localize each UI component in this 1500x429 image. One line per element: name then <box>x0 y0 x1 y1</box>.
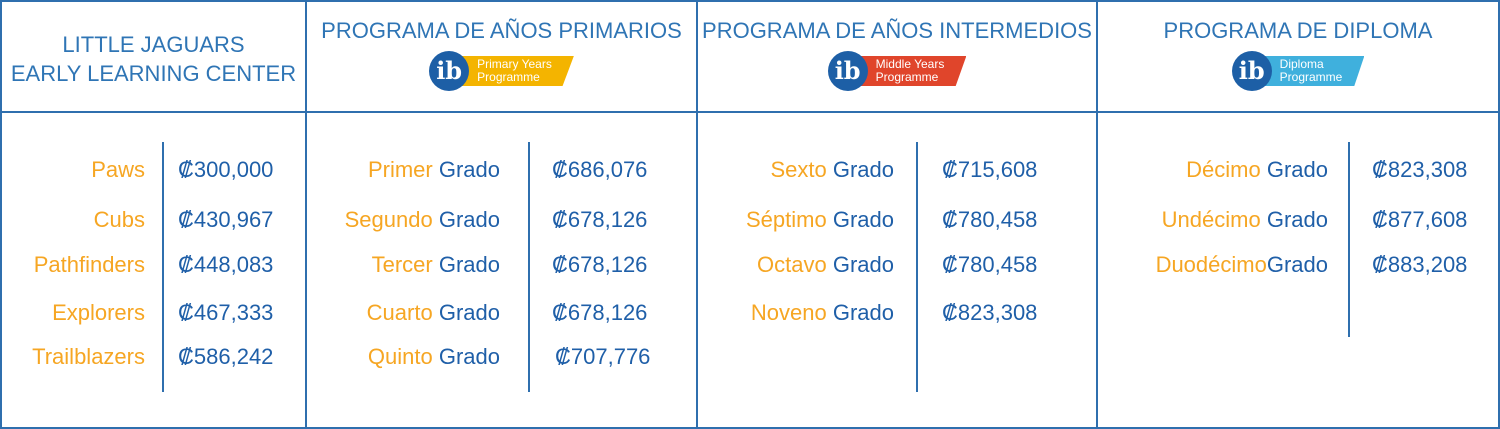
price: ₡678,126 <box>552 207 648 232</box>
level-name: Trailblazers <box>32 344 145 369</box>
grade-label: Sexto Grado <box>702 157 894 183</box>
grado-word: Grado <box>438 252 500 277</box>
grade-label: Séptimo Grado <box>702 207 894 233</box>
header-title: PROGRAMA DE AÑOS PRIMARIOS <box>321 18 682 43</box>
grade-name: Sexto <box>770 157 827 182</box>
price: ₡780,458 <box>942 252 1038 277</box>
ib-pyp-logo: ib Primary Years Programme <box>429 51 574 91</box>
logo-text-1: Middle Years <box>875 57 945 71</box>
column-divider <box>696 2 698 427</box>
price: ₡448,083 <box>178 252 274 277</box>
price: ₡678,126 <box>552 300 648 325</box>
grade-label: Segundo Grado <box>308 207 500 233</box>
grade-name: Duodécimo <box>1155 252 1267 277</box>
level-name: Paws <box>91 157 145 182</box>
header-early-learning: LITTLE JAGUARS EARLY LEARNING CENTER <box>2 2 305 111</box>
grade-name: Cuarto <box>366 300 433 325</box>
price-separator <box>916 142 918 392</box>
grado-word: Grado <box>438 300 500 325</box>
ib-myp-logo: ib Middle Years Programme <box>827 51 967 91</box>
grado-word: Grado <box>438 207 500 232</box>
price: ₡586,242 <box>178 344 274 369</box>
grado-word: Grado <box>1266 207 1328 232</box>
price-separator <box>528 142 530 392</box>
ib-logo-icon: ib <box>429 51 470 91</box>
price: ₡823,308 <box>942 300 1038 325</box>
grade-name: Décimo <box>1186 157 1261 182</box>
logo-banner: Middle Years Programme <box>859 56 967 86</box>
price: ₡823,308 <box>1372 157 1468 182</box>
ib-dp-logo: ib Diploma Programme <box>1231 51 1365 91</box>
level-name: Explorers <box>52 300 145 325</box>
grade-name: Noveno <box>750 300 827 325</box>
grade-name: Séptimo <box>746 207 827 232</box>
grade-label: Undécimo Grado <box>1102 207 1328 233</box>
price: ₡707,776 <box>555 344 651 369</box>
price: ₡883,208 <box>1372 252 1468 277</box>
grade-label: Octavo Grado <box>702 252 894 278</box>
price: ₡715,608 <box>942 157 1038 182</box>
price: ₡686,076 <box>552 157 648 182</box>
grado-word: Grado <box>832 157 894 182</box>
ib-logo-icon: ib <box>827 51 868 91</box>
logo-text-1: Diploma <box>1279 57 1324 71</box>
grade-name: Segundo <box>344 207 433 232</box>
header-divider <box>2 111 1498 113</box>
column-divider <box>1096 2 1098 427</box>
grade-name: Primer <box>367 157 433 182</box>
header-line-1: LITTLE JAGUARS <box>62 32 245 57</box>
grade-label: Décimo Grado <box>1102 157 1328 183</box>
grade-label: Noveno Grado <box>702 300 894 326</box>
grado-word: Grado <box>1266 252 1328 277</box>
grado-word: Grado <box>832 300 894 325</box>
grade-label: Cuarto Grado <box>308 300 500 326</box>
grade-label: DuodécimoGrado <box>1102 252 1328 278</box>
grade-name: Undécimo <box>1161 207 1261 232</box>
header-title: PROGRAMA DE DIPLOMA <box>1163 18 1433 43</box>
header-line-2: EARLY LEARNING CENTER <box>10 61 297 86</box>
price-separator <box>1348 142 1350 337</box>
logo-banner: Primary Years Programme <box>461 56 574 86</box>
level-name: Cubs <box>93 207 145 232</box>
price: ₡300,000 <box>178 157 274 182</box>
price: ₡678,126 <box>552 252 648 277</box>
grado-word: Grado <box>438 344 500 369</box>
grado-word: Grado <box>1266 157 1328 182</box>
grado-word: Grado <box>832 252 894 277</box>
price: ₡467,333 <box>178 300 274 325</box>
grade-name: Octavo <box>757 252 827 277</box>
logo-text-2: Programme <box>477 70 540 84</box>
header-title: PROGRAMA DE AÑOS INTERMEDIOS <box>702 18 1092 43</box>
price: ₡780,458 <box>942 207 1038 232</box>
header-pyp: PROGRAMA DE AÑOS PRIMARIOS ib Primary Ye… <box>307 2 696 111</box>
header-dp: PROGRAMA DE DIPLOMA ib Diploma Programme <box>1098 2 1498 111</box>
price: ₡430,967 <box>178 207 274 232</box>
logo-banner: Diploma Programme <box>1263 56 1365 86</box>
level-name: Pathfinders <box>33 252 145 277</box>
logo-text-2: Programme <box>875 70 939 84</box>
price: ₡877,608 <box>1372 207 1468 232</box>
ib-logo-icon: ib <box>1231 51 1272 91</box>
grade-label: Primer Grado <box>308 157 500 183</box>
grade-label: Tercer Grado <box>308 252 500 278</box>
grade-name: Quinto <box>367 344 433 369</box>
grado-word: Grado <box>438 157 500 182</box>
grade-label: Quinto Grado <box>308 344 500 370</box>
price-separator <box>162 142 164 392</box>
grado-word: Grado <box>832 207 894 232</box>
column-divider <box>305 2 307 427</box>
header-myp: PROGRAMA DE AÑOS INTERMEDIOS ib Middle Y… <box>698 2 1096 111</box>
logo-text-1: Primary Years <box>477 57 552 71</box>
grade-name: Tercer <box>371 252 433 277</box>
logo-text-2: Programme <box>1279 70 1343 84</box>
